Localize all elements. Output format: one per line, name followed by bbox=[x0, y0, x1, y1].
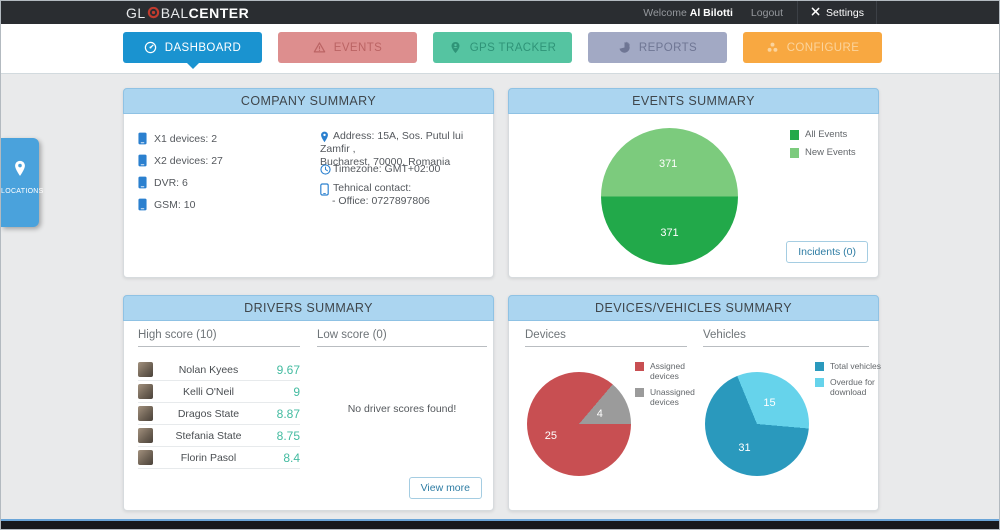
settings-button[interactable]: Settings bbox=[797, 1, 877, 24]
tab-dashboard[interactable]: DASHBOARD bbox=[123, 32, 262, 69]
driver-row[interactable]: Kelli O'Neil 9 bbox=[138, 381, 300, 403]
gauge-icon bbox=[144, 41, 157, 54]
person-pin-icon bbox=[449, 41, 462, 54]
driver-avatar bbox=[138, 450, 153, 465]
incidents-button[interactable]: Incidents (0) bbox=[786, 241, 868, 263]
clock-icon bbox=[320, 164, 331, 175]
company-address: Address: 15A, Sos. Putul lui Zamfir , Bu… bbox=[320, 130, 464, 168]
username: Al Bilotti bbox=[689, 6, 733, 19]
tab-gps-tracker[interactable]: GPS TRACKER bbox=[433, 32, 572, 63]
device-count-x2: X2 devices: 27 bbox=[138, 154, 223, 167]
panel-title: COMPANY SUMMARY bbox=[123, 88, 494, 114]
company-summary-panel: COMPANY SUMMARY X1 devices: 2 X2 devices… bbox=[123, 88, 494, 278]
top-bar-right: Welcome Al Bilotti Logout Settings bbox=[643, 1, 877, 24]
devices-legend: Assigned devices Unassigned devices bbox=[635, 361, 710, 413]
legend-item: Assigned devices bbox=[635, 361, 710, 381]
tab-reports[interactable]: REPORTS bbox=[588, 32, 727, 63]
smartphone-icon bbox=[138, 198, 147, 211]
logo[interactable]: GL BAL CENTER bbox=[126, 5, 249, 21]
locations-label: LOCATIONS bbox=[1, 188, 44, 195]
drivers-summary-panel: DRIVERS SUMMARY High score (10) Low scor… bbox=[123, 295, 494, 511]
legend-item: Total vehicles bbox=[815, 361, 890, 371]
warning-triangle-icon bbox=[313, 41, 326, 54]
gears-icon bbox=[766, 41, 779, 54]
pie-value-all-events: 371 bbox=[658, 157, 678, 170]
pie-value-total: 31 bbox=[738, 441, 751, 454]
bottom-bar bbox=[1, 519, 999, 529]
legend-swatch bbox=[790, 130, 799, 140]
welcome-text: Welcome Al Bilotti bbox=[643, 6, 733, 19]
legend-item: Overdue for download bbox=[815, 377, 890, 397]
tools-icon bbox=[810, 6, 821, 20]
driver-avatar bbox=[138, 362, 153, 377]
device-count-x1: X1 devices: 2 bbox=[138, 132, 217, 145]
logout-link[interactable]: Logout bbox=[750, 6, 784, 19]
legend-swatch bbox=[815, 362, 824, 371]
low-score-header: Low score (0) bbox=[317, 329, 487, 347]
driver-avatar bbox=[138, 384, 153, 399]
location-pin-icon bbox=[320, 131, 329, 143]
dashboard-content: COMPANY SUMMARY X1 devices: 2 X2 devices… bbox=[1, 75, 999, 519]
target-icon bbox=[147, 6, 160, 19]
top-bar: GL BAL CENTER Welcome Al Bilotti Logout S… bbox=[1, 1, 999, 24]
driver-row[interactable]: Nolan Kyees 9.67 bbox=[138, 359, 300, 381]
tab-configure[interactable]: CONFIGURE bbox=[743, 32, 882, 63]
driver-row[interactable]: Dragos State 8.87 bbox=[138, 403, 300, 425]
pie-chart-icon bbox=[618, 41, 631, 54]
pie-value-unassigned: 4 bbox=[596, 407, 603, 420]
pie-value-assigned: 25 bbox=[544, 430, 558, 443]
vehicles-legend: Total vehicles Overdue for download bbox=[815, 361, 890, 403]
locations-side-tab[interactable]: LOCATIONS bbox=[1, 138, 44, 227]
events-pie-chart: 371 371 bbox=[601, 128, 738, 265]
devices-vehicles-summary-panel: DEVICES/VEHICLES SUMMARY Devices Vehicle… bbox=[508, 295, 881, 511]
smartphone-icon bbox=[138, 154, 147, 167]
tab-events[interactable]: EVENTS bbox=[278, 32, 417, 63]
driver-avatar bbox=[138, 406, 153, 421]
driver-row[interactable]: Florin Pasol 8.4 bbox=[138, 447, 300, 469]
legend-item: All Events bbox=[790, 129, 875, 141]
legend-swatch bbox=[815, 378, 824, 387]
panel-title: DEVICES/VEHICLES SUMMARY bbox=[508, 295, 879, 321]
logo-text-center: CENTER bbox=[188, 4, 250, 21]
vehicles-pie-chart: 15 31 bbox=[705, 372, 809, 476]
driver-avatar bbox=[138, 428, 153, 443]
company-timezone: Timezone: GMT+02:00 bbox=[320, 163, 440, 176]
phone-icon bbox=[320, 183, 329, 196]
legend-swatch bbox=[635, 362, 644, 371]
panel-title: EVENTS SUMMARY bbox=[508, 88, 879, 114]
events-summary-panel: EVENTS SUMMARY 371 371 All Events New Ev… bbox=[508, 88, 879, 278]
legend-item: Unassigned devices bbox=[635, 387, 710, 407]
active-tab-pointer bbox=[185, 62, 200, 69]
legend-swatch bbox=[790, 148, 799, 158]
vehicles-subheader: Vehicles bbox=[703, 329, 869, 347]
pie-value-overdue: 15 bbox=[763, 397, 776, 410]
devices-pie-chart: 25 4 bbox=[527, 372, 631, 476]
logo-text-gl: GL bbox=[126, 4, 146, 21]
view-more-button[interactable]: View more bbox=[408, 477, 482, 499]
high-score-list: Nolan Kyees 9.67 Kelli O'Neil 9 Dragos S… bbox=[138, 359, 300, 469]
main-nav: DASHBOARD EVENTS GPS TRACKER REPORTS bbox=[1, 24, 999, 74]
device-count-gsm: GSM: 10 bbox=[138, 198, 195, 211]
panel-title: DRIVERS SUMMARY bbox=[123, 295, 494, 321]
logo-text-bal: BAL bbox=[160, 4, 189, 21]
driver-row[interactable]: Stefania State 8.75 bbox=[138, 425, 300, 447]
no-scores-message: No driver scores found! bbox=[347, 403, 457, 415]
events-legend: All Events New Events bbox=[790, 129, 875, 165]
device-count-dvr: DVR: 6 bbox=[138, 176, 188, 189]
high-score-header: High score (10) bbox=[138, 329, 300, 347]
devices-subheader: Devices bbox=[525, 329, 687, 347]
legend-item: New Events bbox=[790, 147, 875, 159]
location-pin-icon bbox=[15, 160, 25, 176]
pie-value-new-events: 371 bbox=[660, 227, 679, 240]
legend-swatch bbox=[635, 388, 644, 397]
company-contact: Tehnical contact: - Office: 0727897806 bbox=[320, 182, 430, 208]
smartphone-icon bbox=[138, 132, 147, 145]
smartphone-icon bbox=[138, 176, 147, 189]
